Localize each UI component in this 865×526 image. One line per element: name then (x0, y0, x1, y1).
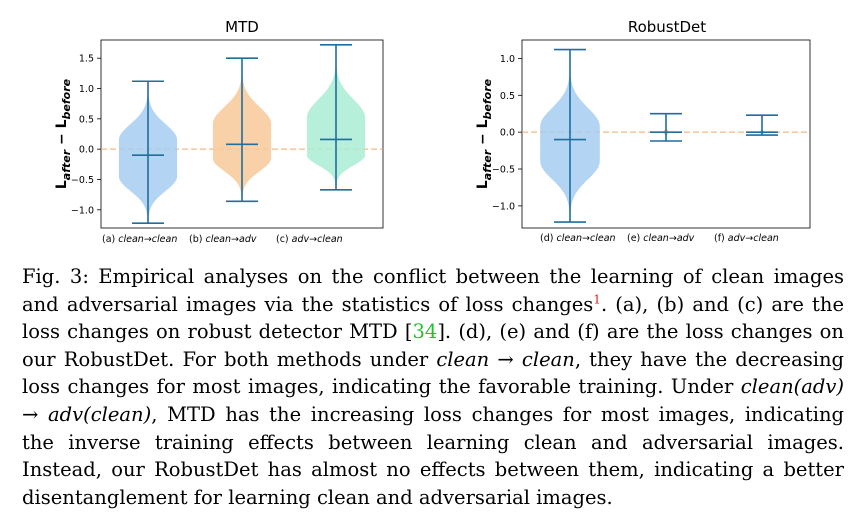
y-tick-label: 0.0 (500, 128, 515, 139)
panel-robustdet: RobustDet Lafter − Lbefore −1.0 −0.5 0.0 0.5 1… (475, 18, 811, 244)
axes-frame (521, 39, 811, 229)
violin-body (760, 115, 764, 136)
footnote-marker[interactable]: 1 (593, 292, 601, 307)
category-label: (e) clean→adv (627, 233, 695, 244)
y-tick-label: 0.5 (79, 114, 94, 125)
y-axis-label: Lafter − Lbefore (475, 78, 494, 189)
figure-violin-plots: MTD Lafter − Lbefore −1.0 −0.5 0.0 0.5 1.0 1.5 (… (54, 18, 811, 245)
category-label: (a) clean→clean (102, 234, 177, 245)
axes-frame (100, 39, 384, 229)
y-tick-label: −1.0 (71, 205, 94, 216)
panel-mtd: MTD Lafter − Lbefore −1.0 −0.5 0.0 0.5 1.0 1.5 (… (54, 18, 384, 245)
math-clean-2: clean (521, 347, 575, 371)
chart-title: RobustDet (628, 18, 706, 36)
math-arrow: → (489, 347, 522, 371)
y-tick-label: 1.5 (79, 54, 94, 65)
y-tick-label: 1.0 (500, 54, 515, 65)
category-label: (c) adv→clean (276, 234, 343, 245)
math-expression: clean(adv) → adv(clean) (22, 375, 844, 426)
citation-link[interactable]: 34 (412, 320, 438, 344)
category-label: (b) clean→adv (189, 234, 257, 245)
caption-part5: , MTD has the increasing loss changes fo… (22, 402, 844, 509)
caption-part3: ]. (d), (e) and (f) are the loss changes… (22, 320, 844, 371)
y-tick-label: −0.5 (71, 175, 94, 186)
chart-title: MTD (225, 18, 259, 36)
figure-caption: Fig. 3: Empirical analyses on the confli… (22, 263, 844, 511)
caption-part1: Empirical analyses on the conflict betwe… (22, 265, 845, 316)
caption-part2: . (a), (b) and (c) are the loss changes … (22, 292, 844, 344)
math-clean-1: clean (436, 347, 490, 371)
caption-part4: , they have the decreasing loss changes … (22, 347, 844, 399)
y-tick-label: −0.5 (492, 165, 515, 176)
y-axis-label: Lafter − Lbefore (54, 78, 73, 189)
violin-body (663, 113, 669, 141)
category-label: (f) adv→clean (714, 233, 779, 244)
y-tick-label: −1.0 (492, 201, 515, 212)
caption-label: Fig. 3: (22, 265, 89, 288)
y-tick-label: 0.0 (79, 145, 94, 156)
y-tick-label: 1.0 (79, 84, 94, 95)
category-label: (d) clean→clean (540, 233, 616, 244)
y-tick-label: 0.5 (500, 91, 515, 102)
